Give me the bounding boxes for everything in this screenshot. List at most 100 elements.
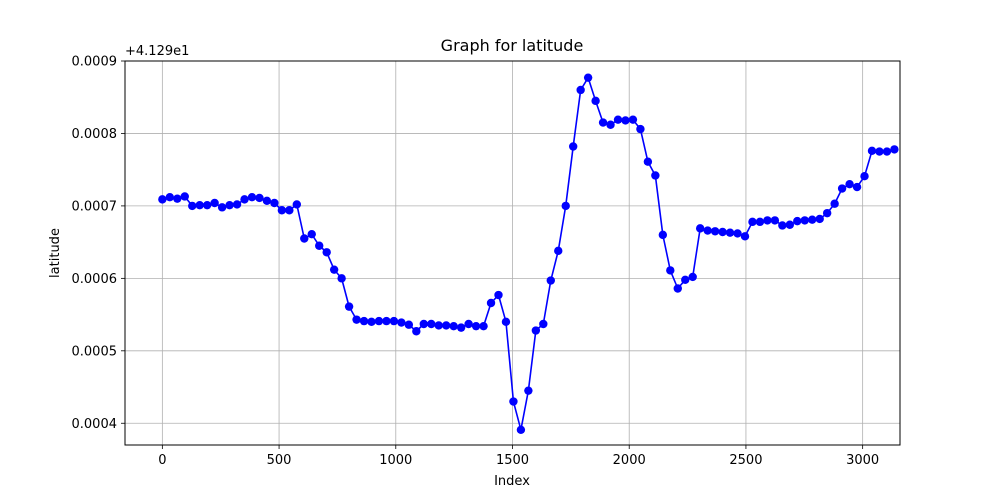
data-point <box>217 203 227 212</box>
data-point <box>255 193 264 203</box>
data-point <box>315 241 324 250</box>
data-point <box>658 230 668 240</box>
data-point <box>837 184 847 193</box>
data-point <box>367 317 376 327</box>
data-point <box>158 195 167 204</box>
y-tick-label: 0.0009 <box>72 55 118 70</box>
data-point <box>568 142 578 151</box>
data-point <box>494 290 503 300</box>
data-point <box>270 198 279 208</box>
data-point <box>539 319 548 329</box>
data-point <box>710 227 720 236</box>
x-axis-label: Index <box>494 474 530 489</box>
data-point <box>673 284 682 293</box>
y-tick-label: 0.0005 <box>72 344 118 359</box>
data-point <box>576 85 585 95</box>
data-point <box>195 200 204 210</box>
data-point <box>516 425 526 434</box>
y-tick-label: 0.0008 <box>72 127 118 142</box>
data-point <box>471 321 481 331</box>
data-point <box>621 116 630 125</box>
data-point <box>486 298 496 308</box>
data-point <box>561 201 570 211</box>
y-offset-label: +4.129e1 <box>125 44 189 59</box>
data-point <box>688 272 697 282</box>
data-point <box>359 316 369 326</box>
data-point <box>509 397 518 406</box>
x-tick-label: 2500 <box>729 453 762 468</box>
data-point <box>501 317 511 327</box>
data-point <box>763 216 772 225</box>
data-point <box>292 200 302 209</box>
data-point <box>815 214 824 224</box>
chart-title: Graph for latitude <box>441 36 584 55</box>
data-point <box>681 275 690 285</box>
data-point <box>285 206 294 215</box>
data-point <box>427 319 436 329</box>
data-point <box>531 326 541 335</box>
data-point <box>830 199 839 208</box>
data-point <box>718 227 727 237</box>
data-point <box>583 73 593 82</box>
data-point <box>740 232 750 241</box>
data-point <box>188 201 197 211</box>
data-point <box>300 234 309 243</box>
data-point <box>240 195 249 204</box>
data-point <box>165 193 175 202</box>
data-point <box>554 246 563 256</box>
data-point <box>404 320 414 329</box>
data-point <box>434 321 443 330</box>
x-tick-label: 1500 <box>496 453 529 468</box>
data-point <box>651 171 660 180</box>
data-point <box>202 200 212 210</box>
data-point <box>778 221 787 230</box>
data-point <box>232 200 242 209</box>
data-point <box>397 318 406 327</box>
y-tick-label: 0.0004 <box>72 417 118 432</box>
data-point <box>875 147 884 156</box>
data-point <box>591 96 600 106</box>
data-point <box>785 220 795 229</box>
y-tick-label: 0.0007 <box>72 199 118 214</box>
data-point <box>613 115 623 124</box>
tick-layer: 0 500 1000 1500 2000 2500 3000 0.0004 0.0005 0.00… <box>72 55 880 469</box>
data-point <box>456 323 466 332</box>
data-point <box>793 216 802 226</box>
data-point <box>225 200 234 210</box>
data-point <box>770 216 780 225</box>
series-layer <box>158 73 899 434</box>
data-point <box>180 192 189 201</box>
data-point <box>247 193 257 202</box>
data-point <box>822 208 832 218</box>
y-axis-label: latitude <box>48 228 63 278</box>
x-tick-label: 0 <box>158 453 166 468</box>
data-point <box>867 146 877 156</box>
data-point <box>598 118 608 127</box>
x-tick-label: 2000 <box>613 453 646 468</box>
y-tick-label: 0.0006 <box>72 272 118 287</box>
data-point <box>852 182 862 192</box>
data-point <box>307 229 316 239</box>
data-point <box>262 196 272 206</box>
x-tick-label: 500 <box>267 453 292 468</box>
data-point <box>636 124 645 134</box>
data-point <box>173 194 182 203</box>
data-point <box>845 179 854 189</box>
data-point <box>808 215 817 224</box>
data-point <box>882 147 892 156</box>
data-point <box>479 321 488 331</box>
data-point <box>210 198 219 208</box>
data-point <box>329 265 339 274</box>
data-point <box>374 316 384 326</box>
data-point <box>800 216 809 225</box>
data-point <box>628 115 638 124</box>
data-point <box>344 302 354 311</box>
data-point <box>464 319 473 329</box>
data-point <box>419 319 428 329</box>
data-point <box>606 120 615 129</box>
data-point <box>890 145 899 154</box>
data-point <box>412 327 421 336</box>
data-point <box>449 321 458 331</box>
